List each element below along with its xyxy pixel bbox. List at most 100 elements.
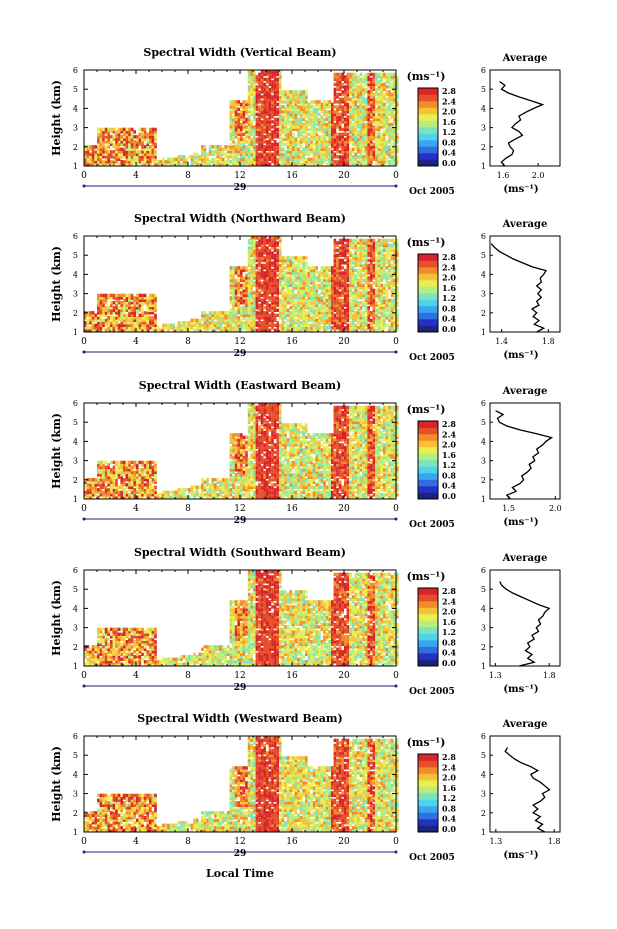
y-axis-label: Height (km) [50, 746, 63, 822]
colorbar-frame [417, 253, 439, 333]
y-tick-label: 2 [73, 809, 78, 818]
colorbar-tick-label: 1.2 [442, 293, 456, 303]
average-y-tick-label: 3 [481, 790, 486, 799]
y-tick-label: 5 [73, 585, 78, 594]
colorbar-tick-label: 0.8 [442, 637, 456, 647]
heatmap-cells [84, 70, 399, 166]
x-tick-label: 0 [393, 671, 399, 681]
y-tick-label: 4 [73, 437, 78, 446]
average-title: Average [502, 553, 548, 564]
date-span-start [82, 684, 86, 688]
y-tick-label: 2 [73, 143, 78, 152]
colorbar-segment [418, 453, 438, 461]
x-tick-label: 16 [286, 671, 298, 681]
y-tick-label: 1 [73, 495, 78, 504]
beam-panel-1: Spectral Width (Vertical Beam) Height (km… [50, 46, 561, 197]
x-tick-label: 4 [133, 504, 139, 514]
date-span-start [82, 184, 86, 188]
colorbar-segment [418, 319, 438, 326]
average-y-tick-label: 4 [481, 437, 486, 446]
x-tick-label: 12 [234, 337, 245, 347]
panel-title: Spectral Width (Westward Beam) [137, 712, 342, 725]
x-tick-label: 20 [338, 171, 350, 181]
average-y-tick-label: 6 [481, 566, 486, 575]
average-title: Average [502, 386, 548, 397]
colorbar-tick-label: 2.4 [442, 762, 456, 772]
panel-title: Spectral Width (Vertical Beam) [143, 46, 336, 59]
average-frame [489, 235, 561, 333]
panel-title: Spectral Width (Northward Beam) [134, 212, 346, 225]
x-tick-label: 8 [185, 337, 191, 347]
colorbar-frame [417, 87, 439, 167]
colorbar-tick-label: 0.0 [442, 658, 456, 668]
colorbar-tick-label: 2.0 [442, 607, 456, 617]
y-axis-label: Height (km) [50, 80, 63, 156]
colorbar-tick-label: 1.6 [442, 450, 456, 460]
colorbar-segment [418, 806, 438, 813]
average-y-tick-label: 1 [481, 495, 486, 504]
x-tick-label: 0 [81, 171, 87, 181]
colorbar-tick-label: 0.4 [442, 814, 456, 824]
x-tick-label: 16 [286, 837, 298, 847]
y-tick-label: 6 [73, 399, 78, 408]
x-tick-label: 12 [234, 171, 245, 181]
average-x-tick-label: 1.5 [502, 504, 515, 513]
average-profile-line [504, 747, 551, 833]
colorbar-tick-label: 1.6 [442, 117, 456, 127]
heatmap-cells [84, 403, 399, 499]
y-axis-label: Height (km) [50, 246, 63, 322]
y-axis-label: Height (km) [50, 413, 63, 489]
x-tick-label: 4 [133, 171, 139, 181]
y-tick-label: 5 [73, 418, 78, 427]
colorbar-frame [417, 420, 439, 500]
average-y-tick-label: 5 [481, 751, 486, 760]
y-tick-label: 1 [73, 662, 78, 671]
y-tick-label: 3 [73, 790, 78, 799]
average-x-tick-label: 1.8 [543, 671, 556, 680]
colorbar-tick-label: 0.4 [442, 648, 456, 658]
average-y-tick-label: 3 [481, 624, 486, 633]
colorbar-segment [418, 254, 438, 261]
x-tick-label: 8 [185, 837, 191, 847]
average-y-tick-label: 3 [481, 290, 486, 299]
x-tick-label: 0 [81, 671, 87, 681]
colorbar-tick-label: 0.4 [442, 314, 456, 324]
date-span-end [394, 350, 398, 354]
y-tick-label: 3 [73, 124, 78, 133]
average-profile-line [490, 243, 547, 333]
colorbar-segment [418, 107, 438, 115]
colorbar-tick-label: 1.2 [442, 627, 456, 637]
x-tick-label: 0 [393, 171, 399, 181]
colorbar-tick-label: 2.4 [442, 596, 456, 606]
colorbar-segment [418, 94, 438, 102]
average-frame [489, 402, 561, 500]
colorbar-segment [418, 799, 438, 807]
colorbar-segment [418, 427, 438, 435]
average-y-tick-label: 5 [481, 585, 486, 594]
colorbar-segment [418, 460, 438, 467]
average-y-tick-label: 4 [481, 604, 486, 613]
beam-panel-3: Spectral Width (Eastward Beam) Height (km… [50, 379, 562, 530]
heatmap-cells [84, 570, 399, 666]
x-tick-label: 4 [133, 337, 139, 347]
average-y-tick-label: 2 [481, 476, 486, 485]
average-y-tick-label: 6 [481, 232, 486, 241]
date-month-label: Oct 2005 [409, 687, 455, 697]
beam-panel-2: Spectral Width (Northward Beam) Height (k… [50, 212, 561, 363]
colorbar-segment [418, 786, 438, 794]
x-tick-label: 12 [234, 837, 245, 847]
average-profile-line [499, 80, 545, 167]
colorbar-segment [418, 306, 438, 313]
colorbar-segment [418, 140, 438, 147]
x-tick-label: 12 [234, 671, 245, 681]
colorbar-segment [418, 601, 438, 608]
x-tick-label: 20 [338, 671, 350, 681]
colorbar-tick-label: 2.4 [442, 96, 456, 106]
colorbar-segment [418, 447, 438, 454]
y-tick-label: 6 [73, 66, 78, 75]
x-tick-label: 20 [338, 504, 350, 514]
colorbar-segment [418, 421, 438, 428]
date-span-start [82, 517, 86, 521]
y-tick-label: 4 [73, 770, 78, 779]
y-tick-label: 2 [73, 476, 78, 485]
